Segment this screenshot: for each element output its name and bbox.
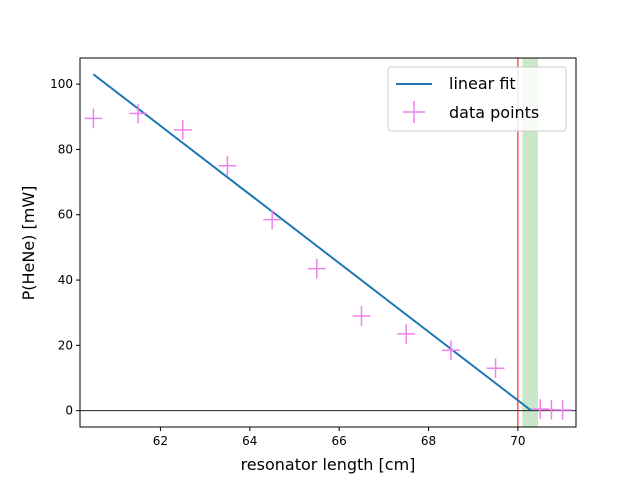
- x-tick-label: 64: [242, 434, 257, 448]
- legend: linear fit data points: [387, 66, 567, 132]
- shaded-band: [522, 58, 539, 427]
- data-point: [486, 358, 505, 379]
- data-point: [173, 120, 192, 140]
- x-tick-label: 68: [421, 434, 436, 448]
- y-tick-label: 60: [58, 208, 73, 222]
- linear-fit-line: [92, 73, 532, 412]
- axes-frame: [79, 57, 577, 428]
- x-axis-label: resonator length [cm]: [241, 455, 416, 474]
- y-tick-label: 40: [58, 273, 73, 287]
- y-tick-label: 100: [50, 77, 73, 91]
- axes: 62 64 66 68 70 0 20 40 60 80 100: [50, 57, 577, 448]
- legend-label-linear-fit: linear fit: [449, 74, 516, 93]
- plot-content: [80, 58, 576, 427]
- legend-frame: [387, 66, 567, 132]
- data-point: [307, 258, 326, 279]
- data-point: [218, 155, 237, 176]
- legend-label-data-points: data points: [449, 103, 539, 122]
- plot-area: [80, 58, 576, 427]
- data-point: [84, 108, 103, 129]
- x-tick-label: 66: [332, 434, 347, 448]
- y-tick-label: 80: [58, 142, 73, 156]
- y-axis-label: P(HeNe) [mW]: [19, 186, 38, 301]
- data-point: [397, 324, 416, 344]
- data-point: [553, 400, 572, 420]
- data-point: [129, 103, 148, 124]
- y-tick-label: 0: [65, 404, 73, 418]
- x-tick-label: 62: [153, 434, 168, 448]
- data-point: [441, 340, 460, 361]
- data-point: [263, 209, 282, 230]
- y-tick-label: 20: [58, 338, 73, 352]
- x-tick-label: 70: [510, 434, 525, 448]
- legend-marker-swatch: [403, 101, 425, 123]
- data-point: [352, 306, 371, 326]
